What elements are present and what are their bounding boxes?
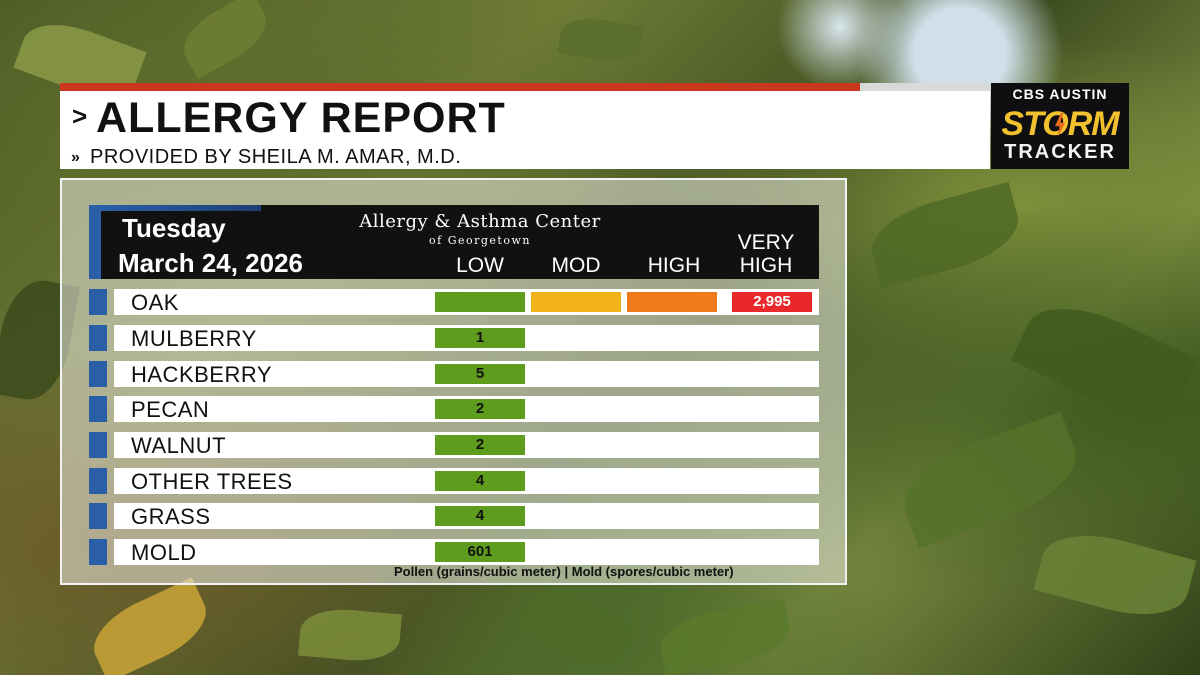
row-value: 1 (435, 328, 525, 348)
table-row: GRASS 4 (89, 503, 819, 529)
page-subtitle: PROVIDED BY SHEILA M. AMAR, M.D. (90, 146, 462, 168)
row-value: 5 (435, 364, 525, 384)
level-mod-heading: MOD (551, 254, 601, 277)
row-label: HACKBERRY (131, 362, 273, 387)
row-marker (89, 539, 107, 565)
row-value: 2 (435, 399, 525, 419)
table-row: HACKBERRY 5 (89, 361, 819, 387)
title-chevron-icon: > (72, 101, 88, 131)
row-value: 4 (435, 506, 525, 526)
report-table-header (89, 205, 819, 279)
header-accent-bar (89, 205, 101, 279)
units-footnote: Pollen (grains/cubic meter) | Mold (spor… (394, 564, 734, 579)
level-low-heading: LOW (456, 254, 504, 277)
row-marker (89, 468, 107, 494)
level-fill-high (627, 292, 717, 312)
page-title: ALLERGY REPORT (96, 94, 506, 142)
row-label: OTHER TREES (131, 469, 293, 494)
table-row: MOLD 601 (89, 539, 819, 565)
table-row: WALNUT 2 (89, 432, 819, 458)
logo-tracker: TRACKER (1004, 141, 1116, 163)
row-value: 2 (435, 435, 525, 455)
table-row: PECAN 2 (89, 396, 819, 422)
row-marker (89, 432, 107, 458)
table-row: MULBERRY 1 (89, 325, 819, 351)
row-label: MOLD (131, 540, 197, 565)
row-label: PECAN (131, 397, 210, 422)
level-fill-low (435, 292, 525, 312)
table-row: OTHER TREES 4 (89, 468, 819, 494)
report-date: March 24, 2026 (118, 248, 304, 278)
level-fill-mod (531, 292, 621, 312)
level-very-heading: VERY (737, 231, 795, 254)
banner-accent-stripe (60, 83, 860, 91)
logo-network: CBS AUSTIN (1012, 86, 1108, 102)
row-label: WALNUT (131, 433, 227, 458)
row-value: 601 (435, 542, 525, 562)
row-marker (89, 325, 107, 351)
table-row: OAK 2,995 (89, 289, 819, 315)
level-very-high-heading: HIGH (739, 254, 793, 277)
header-top-stripe (101, 205, 261, 211)
center-location: of Georgetown (429, 234, 531, 247)
banner-grey-stripe (860, 83, 990, 91)
center-name: Allergy & Asthma Center (359, 211, 601, 232)
row-value: 2,995 (732, 292, 812, 312)
row-label: MULBERRY (131, 326, 257, 351)
row-label: OAK (131, 290, 179, 315)
level-high-heading: HIGH (647, 254, 701, 277)
row-marker (89, 361, 107, 387)
row-marker (89, 396, 107, 422)
report-day: Tuesday (122, 213, 226, 243)
row-label: GRASS (131, 504, 211, 529)
row-marker (89, 289, 107, 315)
lightning-bolt-icon (1055, 113, 1065, 137)
row-marker (89, 503, 107, 529)
report-header-banner: > ALLERGY REPORT » PROVIDED BY SHEILA M.… (60, 83, 990, 169)
subtitle-chevron-icon: » (71, 149, 80, 166)
station-logo: CBS AUSTIN STORM TRACKER (991, 83, 1129, 169)
row-value: 4 (435, 471, 525, 491)
